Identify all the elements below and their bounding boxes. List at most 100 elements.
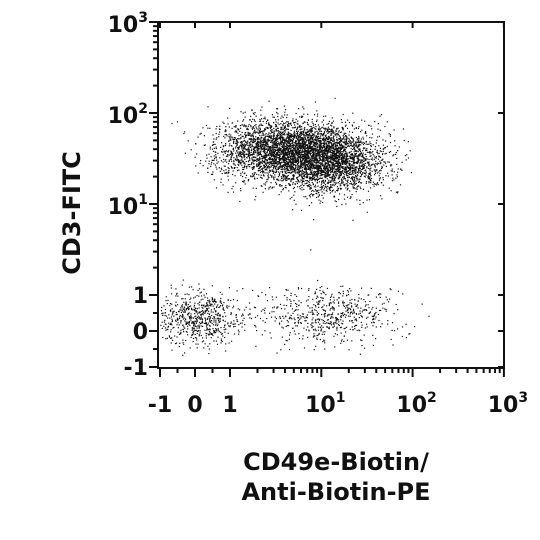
data-point [335, 182, 337, 184]
data-point [380, 170, 382, 172]
data-point [300, 179, 302, 181]
data-point [302, 159, 304, 161]
data-point [273, 133, 275, 136]
data-point [353, 121, 355, 124]
data-point [258, 168, 260, 170]
data-point [274, 176, 276, 178]
data-point [317, 169, 319, 172]
data-point [327, 173, 329, 175]
data-point [233, 150, 235, 152]
data-point [267, 124, 270, 126]
data-point [315, 153, 317, 155]
data-point [290, 157, 292, 159]
data-point [309, 147, 311, 149]
data-point [327, 151, 329, 153]
data-point [279, 135, 281, 137]
data-point [294, 148, 296, 150]
data-point [280, 166, 282, 168]
data-point [386, 145, 388, 147]
data-point [272, 164, 274, 166]
data-point [323, 192, 325, 194]
data-point [290, 179, 292, 181]
data-point [341, 144, 343, 146]
data-point [269, 140, 271, 142]
data-point [233, 126, 235, 128]
data-point [310, 128, 312, 130]
data-point [358, 126, 360, 128]
data-point [319, 129, 321, 131]
data-point [364, 147, 366, 149]
data-point [296, 154, 298, 156]
data-point [238, 148, 240, 150]
data-point [222, 154, 224, 156]
data-point [230, 156, 232, 158]
data-point [356, 147, 358, 149]
data-point [281, 151, 283, 153]
data-point [213, 155, 215, 157]
data-point [308, 152, 310, 154]
data-point [352, 219, 354, 221]
data-point [311, 177, 313, 179]
data-point [365, 169, 367, 171]
data-point [208, 160, 210, 162]
data-point [374, 166, 376, 168]
data-point [224, 145, 226, 147]
data-point [263, 137, 265, 139]
data-point [311, 149, 313, 151]
data-point [212, 141, 214, 143]
data-point [282, 188, 285, 190]
data-point [225, 172, 227, 174]
data-point [270, 182, 272, 184]
data-point [340, 119, 342, 121]
data-point [367, 190, 370, 192]
data-point [344, 178, 346, 180]
data-point [354, 172, 356, 174]
data-point [354, 149, 356, 151]
data-point [270, 137, 272, 139]
data-point [329, 140, 332, 142]
data-point [219, 131, 221, 133]
data-point [323, 139, 325, 141]
data-point [298, 166, 300, 168]
data-point [295, 161, 297, 163]
data-point [210, 163, 212, 165]
data-point [325, 135, 327, 138]
data-point [286, 151, 288, 153]
data-point [345, 203, 347, 205]
data-point [302, 171, 304, 173]
data-point [330, 129, 332, 131]
data-point [307, 145, 309, 148]
data-point [352, 162, 354, 164]
data-point [230, 158, 232, 160]
data-point [327, 148, 329, 151]
data-point [248, 156, 250, 159]
data-point [335, 141, 337, 144]
data-point [338, 149, 340, 151]
data-point [251, 121, 253, 123]
data-point [368, 164, 370, 167]
data-point [253, 159, 255, 161]
data-point [264, 167, 266, 169]
data-point [293, 159, 295, 161]
data-point [280, 123, 282, 125]
data-point [284, 161, 286, 163]
data-point [311, 178, 313, 180]
data-point [280, 171, 282, 173]
data-point [330, 157, 332, 159]
data-point [218, 167, 220, 169]
data-point [304, 150, 306, 152]
data-point [321, 169, 323, 171]
data-point [215, 138, 217, 140]
data-point [274, 138, 276, 140]
data-point [310, 150, 312, 153]
data-point [284, 130, 286, 132]
data-point [306, 161, 308, 163]
data-point [382, 158, 384, 160]
data-point [268, 188, 270, 190]
data-point [339, 163, 342, 165]
data-point [227, 172, 229, 174]
data-point [256, 138, 259, 140]
data-point [281, 158, 283, 160]
data-point [288, 147, 291, 149]
data-point [275, 156, 277, 158]
